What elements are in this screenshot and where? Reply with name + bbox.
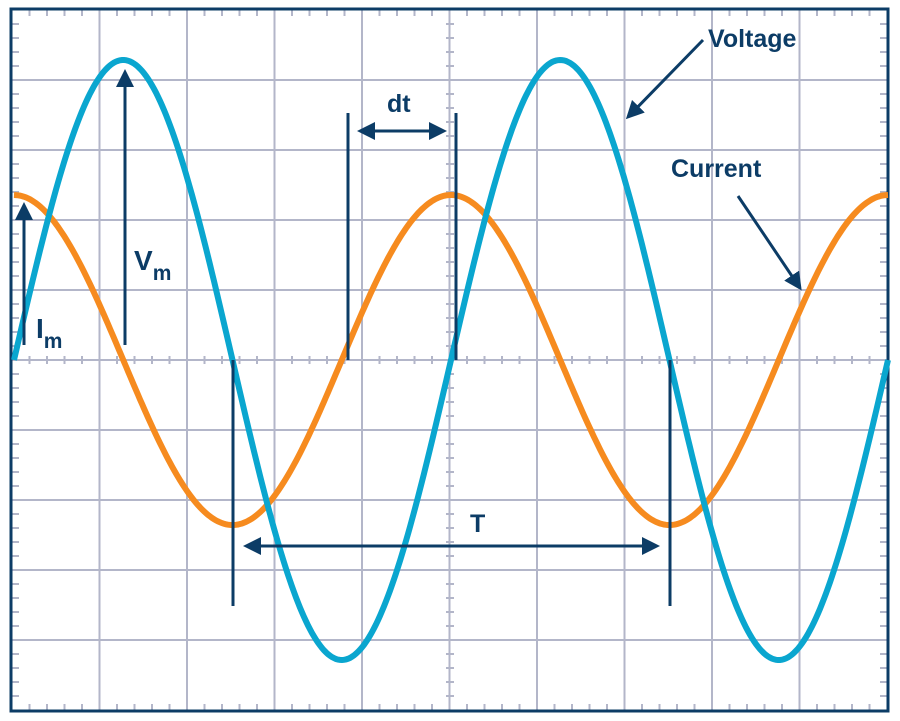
vm-main: V: [134, 245, 153, 276]
current-pointer-arrow: [736, 195, 802, 291]
current-label: Current: [671, 155, 762, 183]
dt-label: dt: [387, 90, 411, 118]
current-waveform: [13, 192, 889, 528]
vm-sub: m: [153, 262, 172, 285]
voltage-waveform: [11, 56, 891, 664]
voltage-pointer-arrow: [625, 38, 705, 120]
period-label: T: [470, 510, 485, 538]
im-main: I: [36, 313, 44, 344]
voltage-label: Voltage: [708, 25, 797, 53]
im-label: Im: [36, 313, 62, 353]
vm-label: Vm: [134, 245, 171, 285]
im-sub: m: [44, 330, 63, 353]
grid-ticks: [12, 10, 887, 710]
